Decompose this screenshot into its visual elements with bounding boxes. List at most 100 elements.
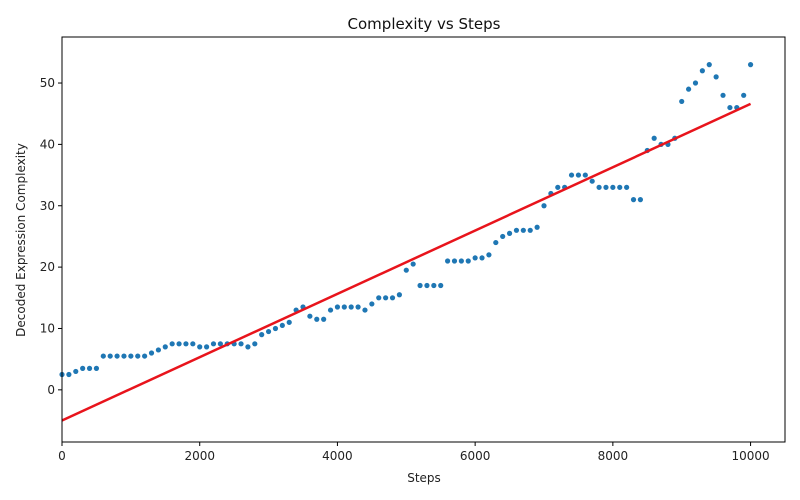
data-point	[259, 332, 265, 338]
data-point	[148, 350, 155, 356]
data-point	[155, 347, 161, 353]
data-point	[100, 353, 106, 359]
data-point	[541, 203, 547, 209]
data-point	[286, 319, 292, 325]
data-point	[410, 261, 416, 267]
data-point	[603, 184, 609, 190]
data-point	[162, 344, 168, 350]
x-tick-label: 0	[58, 449, 66, 463]
data-point	[651, 135, 657, 141]
y-tick-label: 20	[40, 260, 55, 274]
data-point	[80, 365, 86, 371]
data-point	[245, 344, 251, 350]
data-point	[720, 92, 726, 98]
data-point	[362, 307, 368, 313]
data-point	[272, 325, 279, 332]
data-point	[630, 197, 637, 203]
data-point	[93, 365, 100, 371]
data-point	[610, 184, 616, 190]
data-point	[86, 365, 93, 371]
data-point	[458, 258, 464, 264]
data-point	[383, 295, 389, 301]
data-point	[66, 371, 72, 378]
data-point	[431, 282, 437, 289]
x-tick-label: 2000	[184, 449, 215, 463]
data-point	[534, 224, 540, 230]
data-point	[741, 92, 747, 98]
x-axis: 0 2000 4000 6000 8000 10000	[58, 442, 770, 463]
data-point	[727, 104, 733, 111]
data-point	[183, 341, 189, 347]
y-tick-label: 10	[40, 321, 55, 335]
data-point	[686, 86, 692, 92]
data-point	[107, 353, 113, 359]
data-point	[217, 341, 223, 347]
data-point	[582, 172, 588, 178]
data-point	[479, 255, 485, 261]
data-point	[341, 304, 347, 310]
y-tick-label: 30	[40, 199, 55, 213]
data-point	[376, 295, 382, 301]
data-point	[334, 304, 341, 310]
data-point	[589, 178, 595, 184]
data-point	[176, 341, 182, 347]
data-point	[596, 184, 602, 190]
y-axis: 0 10 20 30 40 50	[40, 76, 62, 397]
data-point	[486, 252, 492, 258]
y-tick-label: 50	[40, 76, 55, 90]
data-point	[451, 258, 458, 264]
data-point	[493, 239, 499, 246]
data-point	[121, 353, 127, 359]
data-point	[617, 184, 623, 190]
data-point	[197, 344, 203, 350]
data-point	[307, 313, 313, 319]
data-point	[369, 301, 375, 307]
data-point	[204, 344, 210, 350]
data-point	[568, 172, 575, 178]
data-point	[210, 341, 217, 347]
data-point	[114, 353, 120, 359]
data-point	[513, 227, 520, 233]
data-point	[624, 184, 630, 190]
data-point	[142, 353, 148, 359]
data-point	[321, 316, 327, 322]
data-point	[472, 255, 478, 261]
data-point	[169, 341, 175, 347]
data-point	[238, 341, 244, 347]
x-axis-title: Steps	[407, 471, 441, 485]
data-point	[73, 368, 79, 375]
y-tick-label: 40	[40, 137, 55, 151]
data-point	[699, 68, 705, 74]
data-point	[706, 62, 712, 68]
plot-frame	[61, 36, 786, 443]
data-point	[348, 304, 354, 310]
chart-title: Complexity vs Steps	[348, 15, 501, 33]
data-point	[424, 282, 430, 289]
data-point	[389, 295, 396, 301]
data-point	[445, 258, 451, 264]
data-point	[692, 80, 699, 86]
data-point	[637, 197, 644, 203]
y-tick-label: 0	[47, 383, 55, 397]
data-point	[747, 62, 754, 68]
data-point	[355, 304, 361, 310]
data-point	[279, 322, 285, 329]
data-point	[265, 328, 272, 335]
data-point	[252, 341, 258, 347]
data-point	[555, 184, 561, 190]
data-point	[438, 282, 444, 289]
data-point	[527, 227, 533, 233]
data-point	[520, 227, 526, 233]
fit-line-group	[61, 102, 752, 422]
data-point	[679, 98, 685, 105]
x-tick-label: 6000	[460, 449, 491, 463]
x-tick-label: 8000	[598, 449, 629, 463]
x-tick-label: 10000	[731, 449, 769, 463]
data-point	[506, 230, 513, 236]
fit-line	[61, 102, 752, 422]
data-point	[327, 307, 334, 313]
data-point	[135, 353, 141, 359]
data-point	[713, 74, 719, 80]
